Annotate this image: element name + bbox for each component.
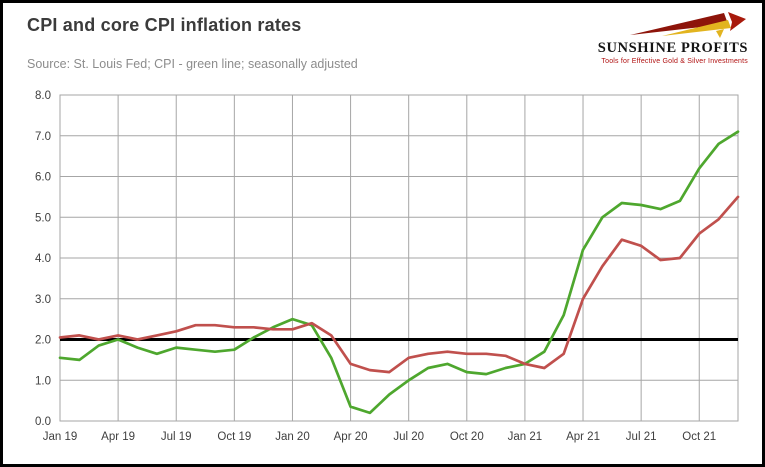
x-tick-label: Oct 19 bbox=[217, 431, 251, 443]
x-tick-label: Jan 19 bbox=[43, 431, 78, 443]
y-tick-label: 6.0 bbox=[35, 172, 51, 184]
x-tick-label: Jul 21 bbox=[626, 431, 657, 443]
cpi-line-chart: 0.0 1.0 2.0 3.0 4.0 5.0 6.0 7.0 8.0 Jan 19 Apr 19 J… bbox=[35, 90, 740, 443]
sunshine-profits-logo-icon bbox=[630, 12, 746, 38]
x-tick-label: Jan 20 bbox=[275, 431, 310, 443]
y-tick-label: 5.0 bbox=[35, 212, 51, 224]
x-tick-label: Oct 21 bbox=[682, 431, 716, 443]
x-tick-label: Jul 20 bbox=[393, 431, 424, 443]
core-cpi-line bbox=[58, 195, 740, 374]
logo-name: SUNSHINE PROFITS bbox=[597, 40, 748, 56]
y-tick-label: 7.0 bbox=[35, 131, 51, 143]
y-tick-label: 0.0 bbox=[35, 416, 51, 428]
x-tick-label: Apr 20 bbox=[334, 431, 368, 443]
x-tick-label: Apr 21 bbox=[566, 431, 600, 443]
sunshine-profits-logo: SUNSHINE PROFITS Tools for Effective Gol… bbox=[563, 11, 748, 65]
x-tick-label: Jan 21 bbox=[508, 431, 543, 443]
y-tick-label: 8.0 bbox=[35, 90, 51, 102]
y-tick-label: 3.0 bbox=[35, 294, 51, 306]
chart-source-note: Source: St. Louis Fed; CPI - green line;… bbox=[27, 57, 358, 71]
header: CPI and core CPI inflation rates Source:… bbox=[3, 3, 762, 83]
y-tick-label: 2.0 bbox=[35, 335, 51, 347]
x-tick-label: Jul 19 bbox=[161, 431, 192, 443]
page-title: CPI and core CPI inflation rates bbox=[27, 15, 302, 35]
cpi-line bbox=[58, 130, 740, 415]
y-tick-label: 1.0 bbox=[35, 375, 51, 387]
y-tick-label: 4.0 bbox=[35, 253, 51, 265]
x-tick-label: Oct 20 bbox=[450, 431, 484, 443]
logo-tagline: Tools for Effective Gold & Silver Invest… bbox=[601, 58, 748, 65]
x-tick-label: Apr 19 bbox=[101, 431, 135, 443]
plot-frame bbox=[59, 94, 739, 422]
